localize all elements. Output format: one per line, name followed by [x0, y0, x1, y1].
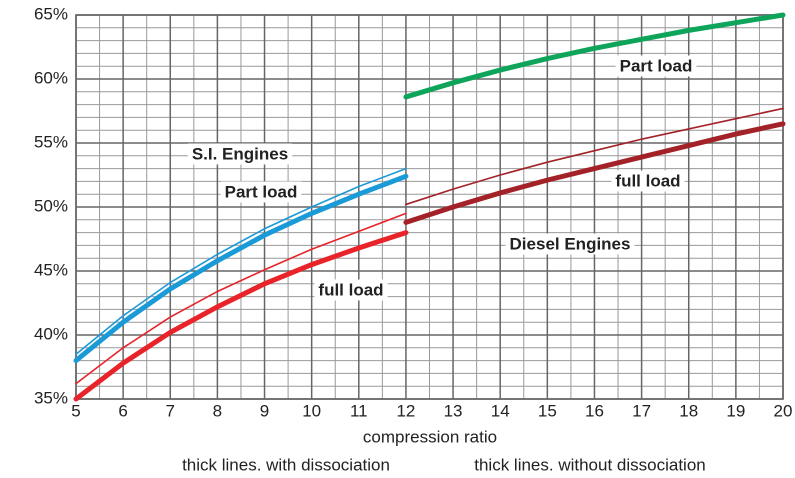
- x-tick-label: 6: [118, 401, 127, 420]
- y-tick-label: 65%: [34, 4, 68, 23]
- x-tick-label: 12: [396, 401, 415, 420]
- x-tick-label: 20: [774, 401, 793, 420]
- y-tick-label: 40%: [34, 324, 68, 343]
- series-line: [73, 230, 409, 402]
- x-tick-label: 8: [213, 401, 222, 420]
- annotation: Part load: [225, 182, 298, 201]
- y-tick-label: 35%: [34, 388, 68, 407]
- x-tick-label: 18: [679, 401, 698, 420]
- series-line: [73, 173, 409, 364]
- x-tick-label: 9: [260, 401, 269, 420]
- series-line: [403, 121, 786, 225]
- y-tick-label: 45%: [34, 260, 68, 279]
- series-line: [75, 212, 407, 385]
- note: thick lines. without dissociation: [474, 455, 706, 474]
- annotation: full load: [615, 171, 680, 190]
- x-tick-label: 15: [538, 401, 557, 420]
- series-line: [403, 12, 786, 100]
- y-tick-label: 60%: [34, 68, 68, 87]
- series-line: [405, 107, 784, 206]
- annotation-bg: [611, 170, 685, 192]
- x-axis-label: compression ratio: [363, 427, 497, 446]
- x-tick-label: 11: [350, 401, 368, 420]
- annotation: Part load: [620, 56, 693, 75]
- series-line: [75, 167, 407, 355]
- x-tick-label: 5: [71, 401, 80, 420]
- x-tick-label: 14: [491, 401, 510, 420]
- x-tick-label: 17: [632, 401, 651, 420]
- x-tick-label: 13: [444, 401, 463, 420]
- annotation-bg: [187, 143, 293, 165]
- x-tick-label: 7: [166, 401, 175, 420]
- x-tick-label: 16: [585, 401, 604, 420]
- x-tick-label: 19: [726, 401, 745, 420]
- annotation: full load: [318, 280, 383, 299]
- annotation: S.I. Engines: [192, 144, 288, 163]
- annotation-bg: [314, 279, 388, 301]
- note: thick lines. with dissociation: [182, 455, 390, 474]
- y-tick-label: 55%: [34, 132, 68, 151]
- annotation: Diesel Engines: [510, 234, 631, 253]
- annotation-bg: [220, 181, 302, 203]
- annotation-bg: [615, 55, 697, 77]
- y-tick-label: 50%: [34, 196, 68, 215]
- x-tick-label: 10: [302, 401, 321, 420]
- annotation-bg: [505, 233, 635, 255]
